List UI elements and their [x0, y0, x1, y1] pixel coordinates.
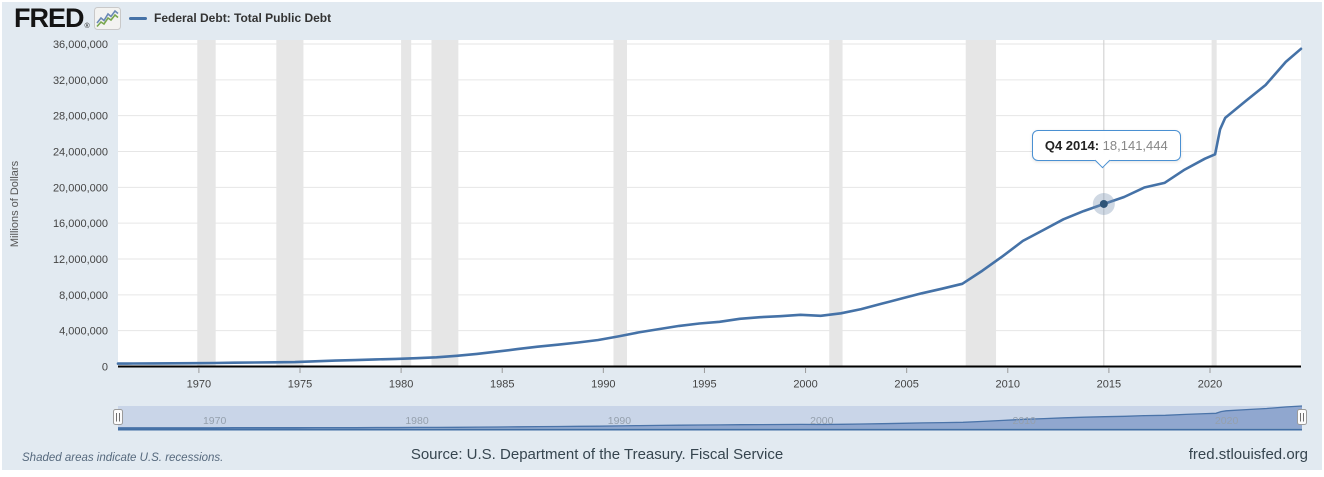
y-tick-label: 16,000,000: [53, 218, 108, 230]
legend-line-swatch: [129, 16, 147, 20]
x-tick-label: 1995: [692, 379, 716, 391]
y-tick-label: 8,000,000: [59, 290, 108, 302]
navigator-area: [118, 406, 1302, 428]
recession-band: [276, 40, 304, 367]
footer-source: Source: U.S. Department of the Treasury.…: [410, 446, 784, 463]
y-tick-label: 12,000,000: [53, 254, 108, 266]
recession-band: [1211, 40, 1217, 367]
y-tick-label: 28,000,000: [53, 111, 108, 123]
navigator-handle-right[interactable]: [1297, 409, 1307, 425]
x-tick-label: 2015: [1097, 379, 1121, 391]
recession-band: [431, 40, 459, 367]
x-tick-label: 2005: [894, 379, 918, 391]
navigator-area-line: [118, 405, 1303, 429]
fred-logo[interactable]: FRED ®: [14, 4, 121, 35]
chart-canvas[interactable]: 0 4,000,000 8,000,000 12,000,000 16,000,000 2…: [2, 2, 1322, 470]
tooltip: Q4 2014: 18,141,444: [1031, 129, 1181, 169]
navigator-label: 2000: [810, 415, 834, 427]
navigator-handle-left[interactable]: [113, 409, 123, 425]
navigator-label: 1980: [405, 415, 429, 427]
recession-band: [965, 40, 997, 367]
footer-site-url: fred.stlouisfed.org: [1188, 446, 1308, 463]
x-tick-label: 1990: [591, 379, 615, 391]
x-tick-label: 2010: [996, 379, 1020, 391]
y-tick-label: 4,000,000: [59, 326, 108, 338]
y-tick-label: 0: [102, 362, 108, 374]
y-tick-label: 36,000,000: [53, 39, 108, 51]
fred-logo-registered-mark: ®: [84, 23, 90, 30]
series-legend[interactable]: Federal Debt: Total Public Debt: [129, 11, 331, 25]
y-tick-label: 32,000,000: [53, 75, 108, 87]
x-tick-label: 1970: [187, 379, 211, 391]
navigator-label: 1990: [608, 415, 632, 427]
fred-chart-widget: FRED ® Federal Debt: Total Public Debt M…: [2, 2, 1322, 470]
x-tick-label: 1985: [490, 379, 514, 391]
navigator-label: 1970: [203, 415, 227, 427]
tooltip-value: 18,141,444: [1102, 137, 1168, 153]
navigator-label: 2010: [1013, 415, 1037, 427]
y-tick-label: 20,000,000: [53, 182, 108, 194]
y-tick-label: 24,000,000: [53, 147, 108, 159]
fred-logo-text: FRED: [14, 3, 84, 33]
fred-logo-sparkline-icon: [93, 7, 121, 35]
y-axis-title: Millions of Dollars: [9, 160, 21, 248]
recession-band: [829, 40, 843, 367]
navigator-label: 2020: [1215, 415, 1239, 427]
series-line[interactable]: [116, 47, 1303, 365]
recession-band: [197, 40, 216, 367]
tooltip-label: Q4 2014:: [1044, 137, 1100, 153]
point-marker[interactable]: [1099, 199, 1108, 208]
footer-recession-note: Shaded areas indicate U.S. recessions.: [22, 452, 224, 464]
x-tick-label: 2020: [1198, 379, 1222, 391]
x-tick-label: 1980: [389, 379, 413, 391]
x-tick-label: 1975: [288, 379, 312, 391]
x-tick-label: 2000: [793, 379, 817, 391]
recession-band: [401, 40, 412, 367]
recession-band: [613, 40, 627, 367]
legend-label: Federal Debt: Total Public Debt: [154, 11, 332, 25]
